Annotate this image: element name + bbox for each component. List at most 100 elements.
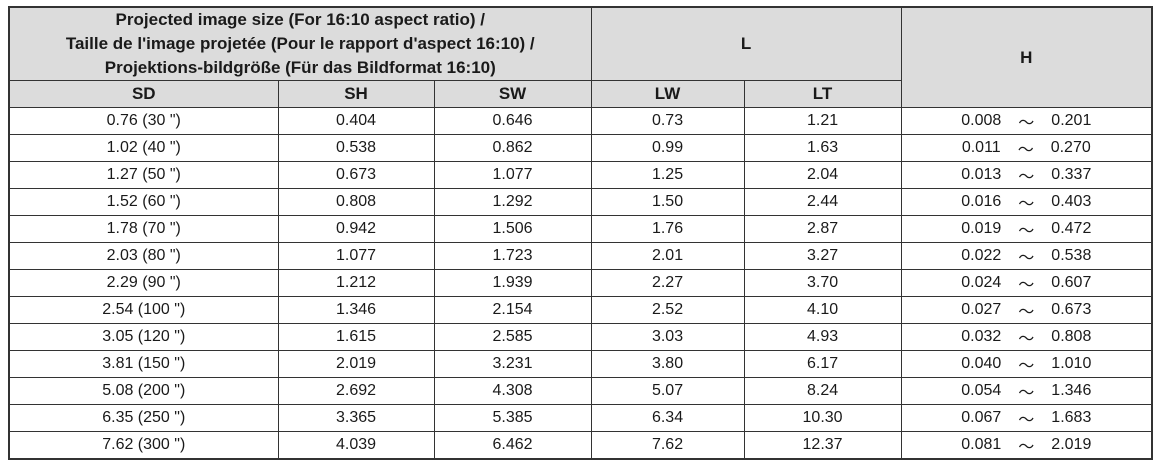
tilde-separator: ～ <box>1018 223 1035 240</box>
cell-sd: 0.76 (30 ") <box>8 107 279 135</box>
title-line-fr: Taille de l'image projetée (Pour le rapp… <box>65 34 535 53</box>
cell-sw: 6.462 <box>433 431 592 459</box>
h-range: 0.032 ～ 0.808 <box>961 325 1091 349</box>
h-max-value: 1.346 <box>1051 382 1092 399</box>
header-lw: LW <box>590 80 745 108</box>
cell-lt: 2.04 <box>743 161 902 189</box>
cell-sh: 4.039 <box>277 431 435 459</box>
h-min-value: 0.040 <box>961 355 1002 372</box>
header-sh: SH <box>277 80 435 108</box>
cell-lw: 7.62 <box>590 431 745 459</box>
tilde-separator: ～ <box>1018 304 1035 321</box>
cell-lw: 1.25 <box>590 161 745 189</box>
cell-lw: 2.52 <box>590 296 745 324</box>
h-max-value: 0.607 <box>1051 274 1092 291</box>
h-range: 0.040 ～ 1.010 <box>961 352 1091 376</box>
cell-sw: 5.385 <box>433 404 592 432</box>
cell-sd: 3.05 (120 ") <box>8 323 279 351</box>
cell-lw: 0.73 <box>590 107 745 135</box>
h-min-value: 0.081 <box>961 435 1002 453</box>
title-line-de: Projektions-bildgröße (Für das Bildforma… <box>104 58 496 77</box>
cell-lt: 10.30 <box>743 404 902 432</box>
h-range: 0.008 ～ 0.201 <box>961 109 1091 133</box>
table-row: 2.54 (100 ") 1.346 2.154 2.52 4.10 0.027… <box>8 296 1153 324</box>
h-min-value: 0.016 <box>961 193 1002 210</box>
cell-lt: 2.44 <box>743 188 902 216</box>
cell-lt: 3.70 <box>743 269 902 297</box>
cell-sd: 2.03 (80 ") <box>8 242 279 270</box>
cell-h-range: 0.022 ～ 0.538 <box>900 242 1153 270</box>
h-max-value: 0.337 <box>1051 166 1092 183</box>
cell-sh: 3.365 <box>277 404 435 432</box>
cell-sd: 6.35 (250 ") <box>8 404 279 432</box>
cell-sd: 5.08 (200 ") <box>8 377 279 405</box>
tilde-separator: ～ <box>1018 412 1035 429</box>
cell-sh: 0.404 <box>277 107 435 135</box>
cell-lw: 3.03 <box>590 323 745 351</box>
header-sd: SD <box>8 80 279 108</box>
h-min-value: 0.019 <box>961 220 1002 237</box>
cell-sh: 1.077 <box>277 242 435 270</box>
cell-sd: 1.02 (40 ") <box>8 134 279 162</box>
cell-sw: 1.506 <box>433 215 592 243</box>
cell-h-range: 0.016 ～ 0.403 <box>900 188 1153 216</box>
cell-sw: 0.646 <box>433 107 592 135</box>
cell-sd: 3.81 (150 ") <box>8 350 279 378</box>
cell-h-range: 0.032 ～ 0.808 <box>900 323 1153 351</box>
cell-lt: 1.63 <box>743 134 902 162</box>
h-max-value: 0.403 <box>1051 193 1092 210</box>
tilde-separator: ～ <box>1018 358 1035 375</box>
cell-sd: 2.54 (100 ") <box>8 296 279 324</box>
tilde-separator: ～ <box>1018 385 1035 402</box>
cell-sw: 2.585 <box>433 323 592 351</box>
table-row: 6.35 (250 ") 3.365 5.385 6.34 10.30 0.06… <box>8 404 1153 432</box>
h-min-value: 0.011 <box>961 139 1001 156</box>
h-range: 0.013 ～ 0.337 <box>961 163 1091 187</box>
cell-sd: 2.29 (90 ") <box>8 269 279 297</box>
tilde-separator: ～ <box>1018 169 1035 186</box>
h-max-value: 0.808 <box>1051 328 1092 345</box>
h-range: 0.019 ～ 0.472 <box>961 217 1091 241</box>
h-min-value: 0.067 <box>961 409 1002 426</box>
h-min-value: 0.032 <box>961 328 1002 345</box>
cell-sd: 1.27 (50 ") <box>8 161 279 189</box>
cell-sh: 0.538 <box>277 134 435 162</box>
cell-h-range: 0.024 ～ 0.607 <box>900 269 1153 297</box>
h-range: 0.054 ～ 1.346 <box>961 379 1091 403</box>
cell-sh: 1.212 <box>277 269 435 297</box>
cell-sh: 0.942 <box>277 215 435 243</box>
table-row: 3.81 (150 ") 2.019 3.231 3.80 6.17 0.040… <box>8 350 1153 378</box>
cell-sd: 1.52 (60 ") <box>8 188 279 216</box>
table-row: 5.08 (200 ") 2.692 4.308 5.07 8.24 0.054… <box>8 377 1153 405</box>
cell-lw: 5.07 <box>590 377 745 405</box>
cell-sw: 3.231 <box>433 350 592 378</box>
cell-lt: 3.27 <box>743 242 902 270</box>
h-min-value: 0.013 <box>961 166 1002 183</box>
h-max-value: 0.538 <box>1051 247 1092 264</box>
cell-h-range: 0.054 ～ 1.346 <box>900 377 1153 405</box>
cell-lw: 2.01 <box>590 242 745 270</box>
cell-lt: 2.87 <box>743 215 902 243</box>
cell-lt: 6.17 <box>743 350 902 378</box>
cell-h-range: 0.013 ～ 0.337 <box>900 161 1153 189</box>
h-range: 0.024 ～ 0.607 <box>961 271 1091 295</box>
tilde-separator: ～ <box>1018 277 1035 294</box>
table-row: 1.27 (50 ") 0.673 1.077 1.25 2.04 0.013 … <box>8 161 1153 189</box>
header-lt: LT <box>743 80 902 108</box>
table-header: Projected image size (For 16:10 aspect r… <box>8 6 1153 108</box>
header-h: H <box>900 6 1153 108</box>
cell-sw: 4.308 <box>433 377 592 405</box>
cell-h-range: 0.019 ～ 0.472 <box>900 215 1153 243</box>
h-range: 0.022 ～ 0.538 <box>961 244 1091 268</box>
table-row: 1.02 (40 ") 0.538 0.862 0.99 1.63 0.011 … <box>8 134 1153 162</box>
cell-h-range: 0.008 ～ 0.201 <box>900 107 1153 135</box>
cell-sw: 1.723 <box>433 242 592 270</box>
cell-sh: 0.673 <box>277 161 435 189</box>
h-range: 0.067 ～ 1.683 <box>961 406 1091 430</box>
h-range: 0.016 ～ 0.403 <box>961 190 1091 214</box>
title-line-en: Projected image size (For 16:10 aspect r… <box>115 10 485 29</box>
cell-lt: 4.10 <box>743 296 902 324</box>
cell-h-range: 0.081 ～ 2.019 <box>900 431 1153 459</box>
cell-lt: 8.24 <box>743 377 902 405</box>
table-row: 0.76 (30 ") 0.404 0.646 0.73 1.21 0.008 … <box>8 107 1153 135</box>
